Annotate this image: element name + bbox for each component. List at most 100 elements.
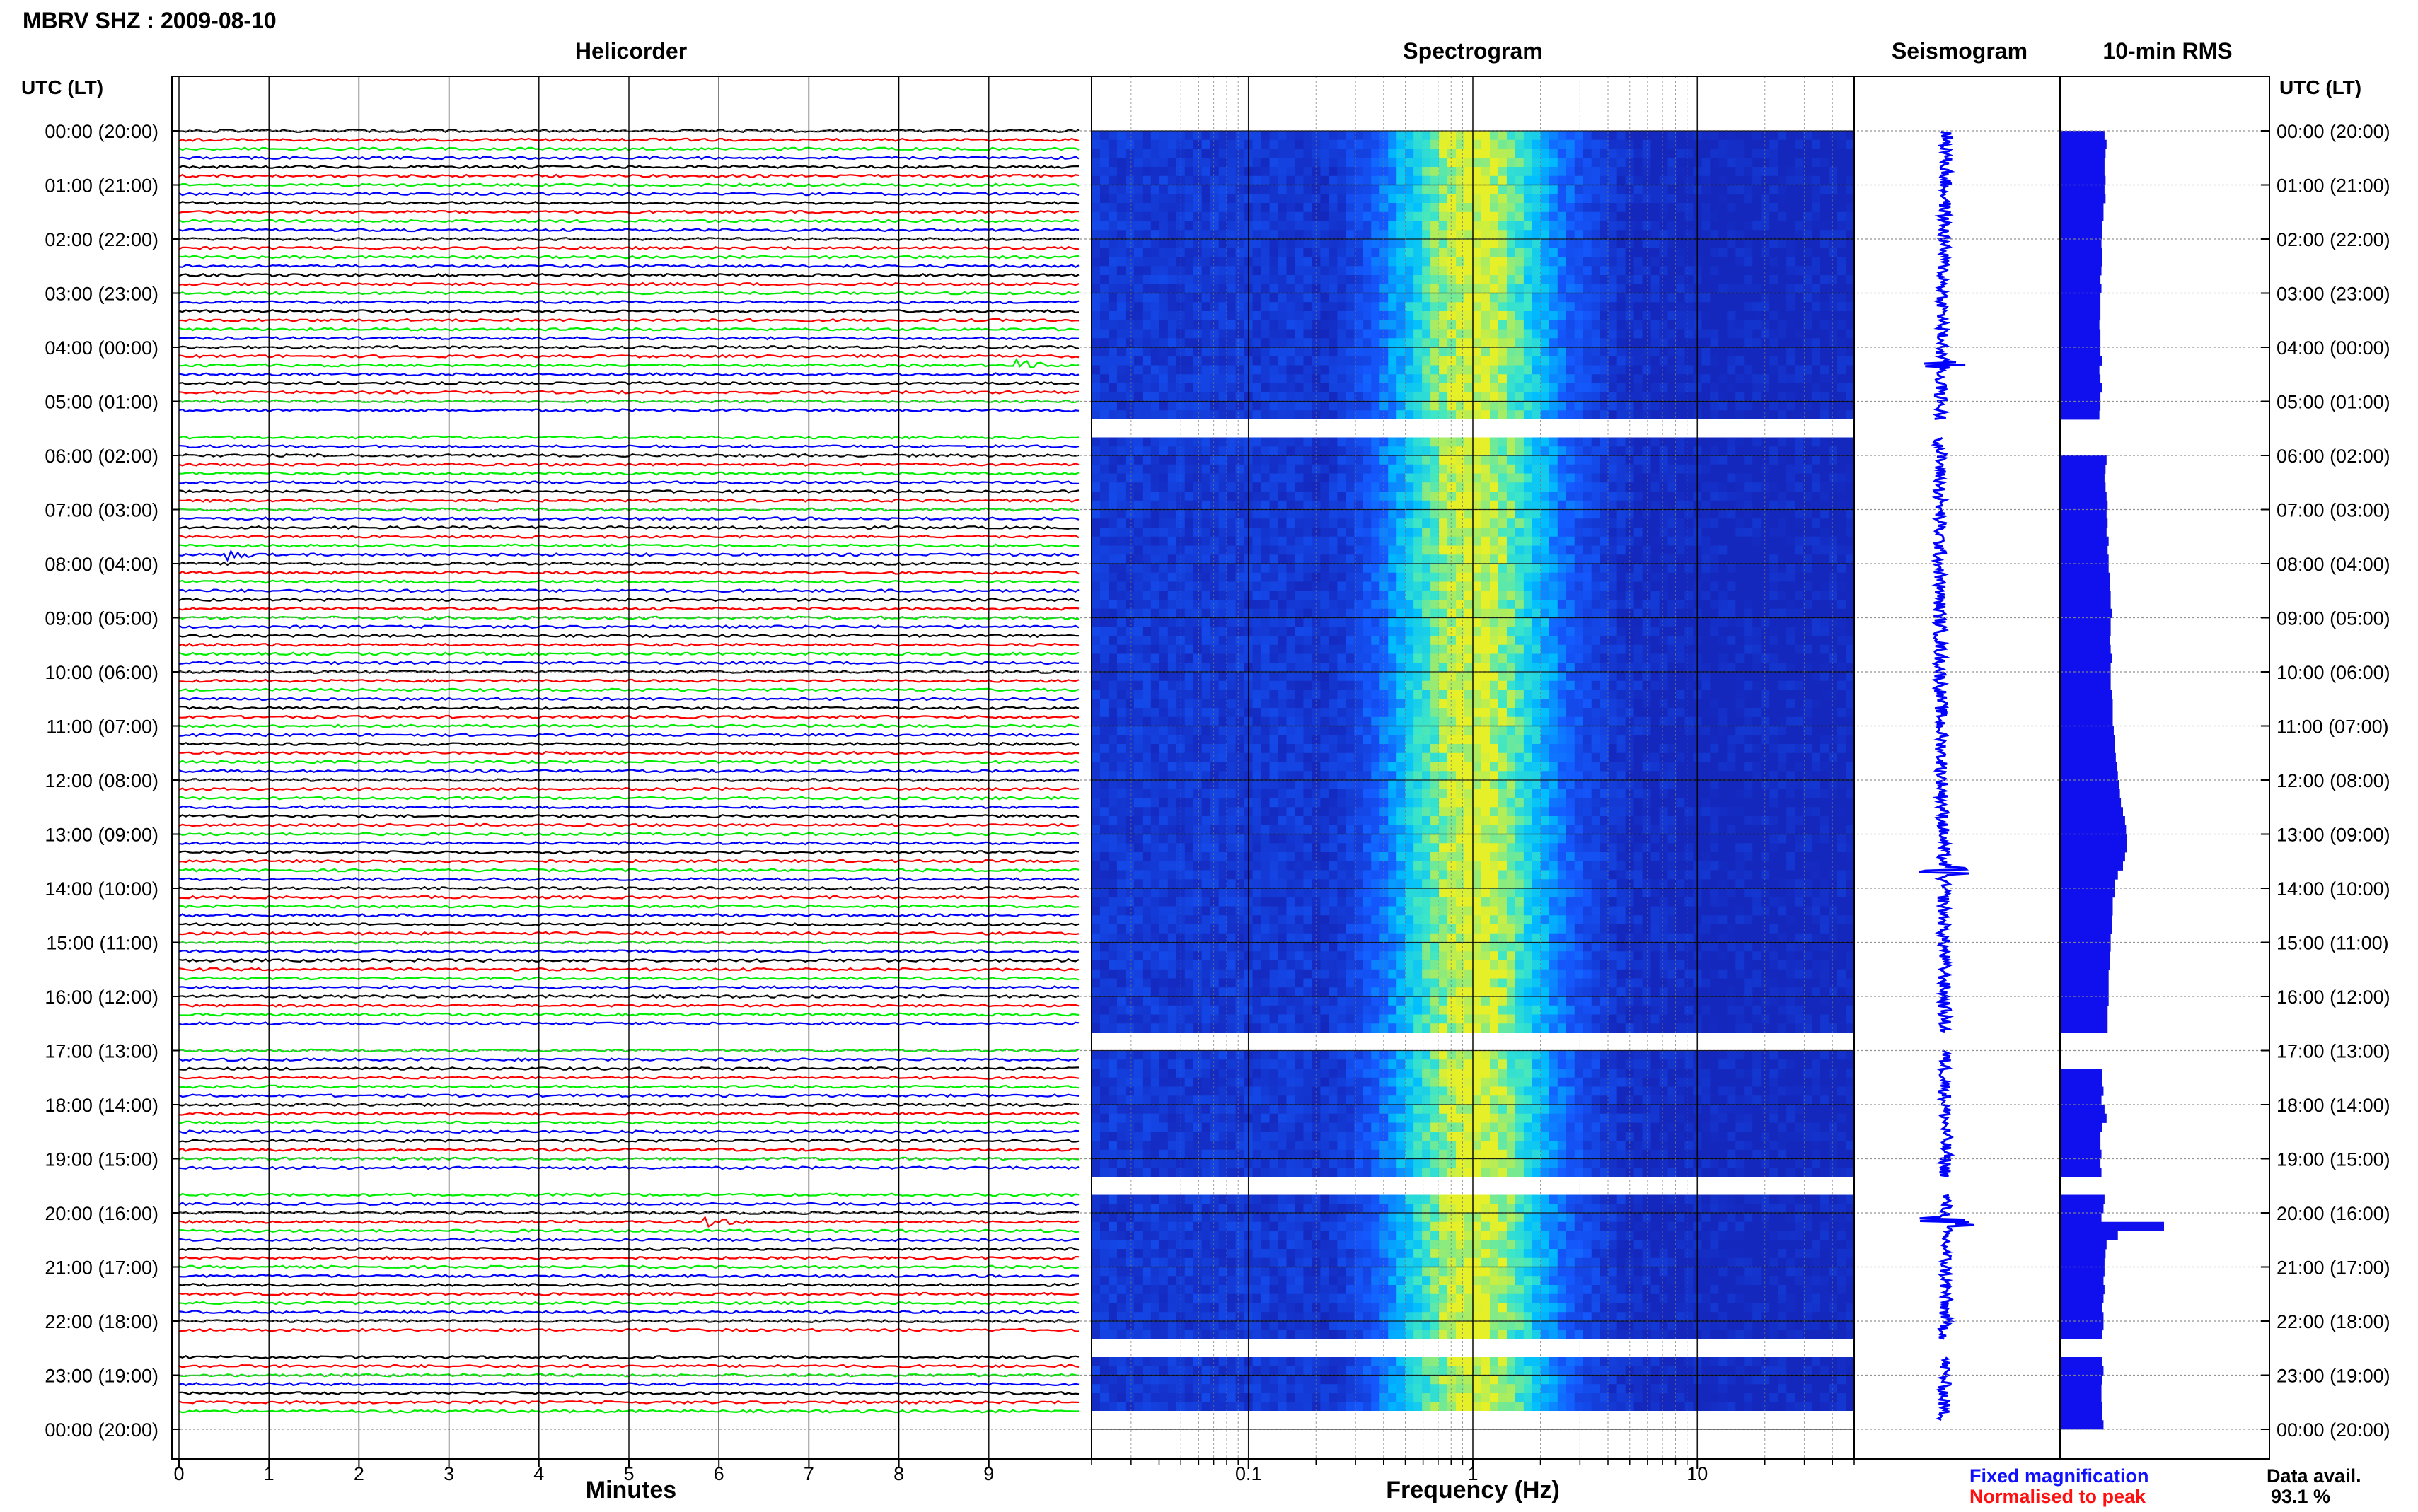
spectrogram-cell [1142,383,1152,393]
spectrogram-cell [1278,194,1288,204]
spectrogram-cell [1786,446,1795,456]
spectrogram-cell [1481,149,1491,158]
spectrogram-cell [1659,518,1669,528]
spectrogram-cell [1566,211,1575,222]
spectrogram-cell [1295,554,1305,564]
spectrogram-cell [1363,167,1372,177]
spectrogram-cell [1286,464,1296,475]
spectrogram-cell [1481,374,1491,384]
spectrogram-cell [1329,518,1338,528]
spectrogram-cell [1193,591,1203,600]
spectrogram-cell [1184,644,1194,655]
spectrogram-cell [1498,275,1508,285]
spectrogram-cell [1650,591,1660,600]
spectrogram-cell [1422,257,1431,267]
spectrogram-cell [1650,365,1660,375]
spectrogram-cell [1108,293,1118,303]
spectrogram-cell [1642,528,1652,537]
spectrogram-cell [1218,239,1228,249]
spectrogram-cell [1523,248,1533,258]
spectrogram-cell [1727,175,1736,186]
spectrogram-cell [1430,572,1440,583]
spectrogram-cell [1786,492,1795,501]
spectrogram-cell [1286,194,1296,204]
spectrogram-cell [1133,509,1143,519]
spectrogram-cell [1201,347,1211,357]
spectrogram-cell [1159,257,1169,267]
spectrogram-cell [1193,636,1203,646]
spectrogram-cell [1778,257,1787,267]
spectrogram-cell [1735,554,1745,564]
spectrogram-cell [1092,293,1101,303]
spectrogram-cell [1337,185,1346,194]
spectrogram-cell [1464,329,1474,339]
spectrogram-cell [1388,392,1397,402]
spectrogram-cell [1092,383,1101,393]
spectrogram-cell [1193,437,1203,447]
spectrogram-cell [1227,383,1237,393]
spectrogram-cell [1523,194,1533,204]
spectrogram-cell [1667,320,1677,330]
spectrogram-cell [1337,401,1346,411]
spectrogram-cell [1193,564,1203,574]
spectrogram-cell [1837,572,1846,583]
spectrogram-cell [1778,545,1787,555]
spectrogram-cell [1515,284,1525,294]
spectrogram-cell [1303,230,1313,240]
spectrogram-cell [1363,293,1372,303]
spectrogram-cell [1184,302,1194,312]
spectrogram-cell [1489,167,1499,177]
spectrogram-cell [1566,320,1575,330]
spectrogram-cell [1405,644,1414,655]
spectrogram-cell [1176,627,1186,636]
spectrogram-cell [1803,536,1812,547]
spectrogram-cell [1439,464,1448,475]
spectrogram-cell [1481,230,1491,240]
spectrogram-cell [1540,284,1550,294]
spectrogram-cell [1363,591,1372,600]
spectrogram-cell [1574,167,1584,177]
spectrogram-cell [1142,482,1152,492]
spectrogram-cell [1456,167,1465,177]
spectrogram-cell [1379,492,1389,501]
spectrogram-cell [1388,509,1397,519]
spectrogram-cell [1464,636,1474,646]
spectrogram-cell [1718,230,1728,240]
spectrogram-cell [1727,536,1736,547]
spectrogram-cell [1608,320,1618,330]
spectrogram-cell [1116,311,1126,321]
spectrogram-cell [1363,139,1372,150]
spectrogram-cell [1506,338,1516,348]
spectrogram-cell [1413,608,1423,619]
spectrogram-cell [1269,545,1279,555]
spectrogram-cell [1566,554,1575,564]
spectrogram-cell [1116,365,1126,375]
spectrogram-cell [1261,410,1271,420]
spectrogram-cell [1261,617,1271,627]
spectrogram-cell [1150,374,1160,384]
spectrogram-cell [1295,175,1305,186]
spectrogram-cell [1405,284,1414,294]
spectrogram-cell [1769,302,1778,312]
spectrogram-cell [1642,608,1652,619]
spectrogram-cell [1540,338,1550,348]
spectrogram-cell [1092,329,1101,339]
spectrogram-cell [1286,320,1296,330]
spectrogram-cell [1676,185,1686,194]
spectrogram-cell [1820,149,1829,158]
spectrogram-cell [1405,320,1414,330]
spectrogram-cell [1498,149,1508,158]
spectrogram-cell [1176,185,1186,194]
spectrogram-cell [1829,338,1838,348]
spectrogram-cell [1701,572,1711,583]
spectrogram-cell [1676,167,1686,177]
spectrogram-cell [1371,185,1380,194]
spectrogram-cell [1295,257,1305,267]
spectrogram-cell [1278,528,1288,537]
spectrogram-cell [1778,230,1787,240]
spectrogram-cell [1125,347,1135,357]
spectrogram-cell [1150,528,1160,537]
spectrogram-cell [1346,329,1355,339]
spectrogram-cell [1363,185,1372,194]
spectrogram-cell [1761,149,1770,158]
